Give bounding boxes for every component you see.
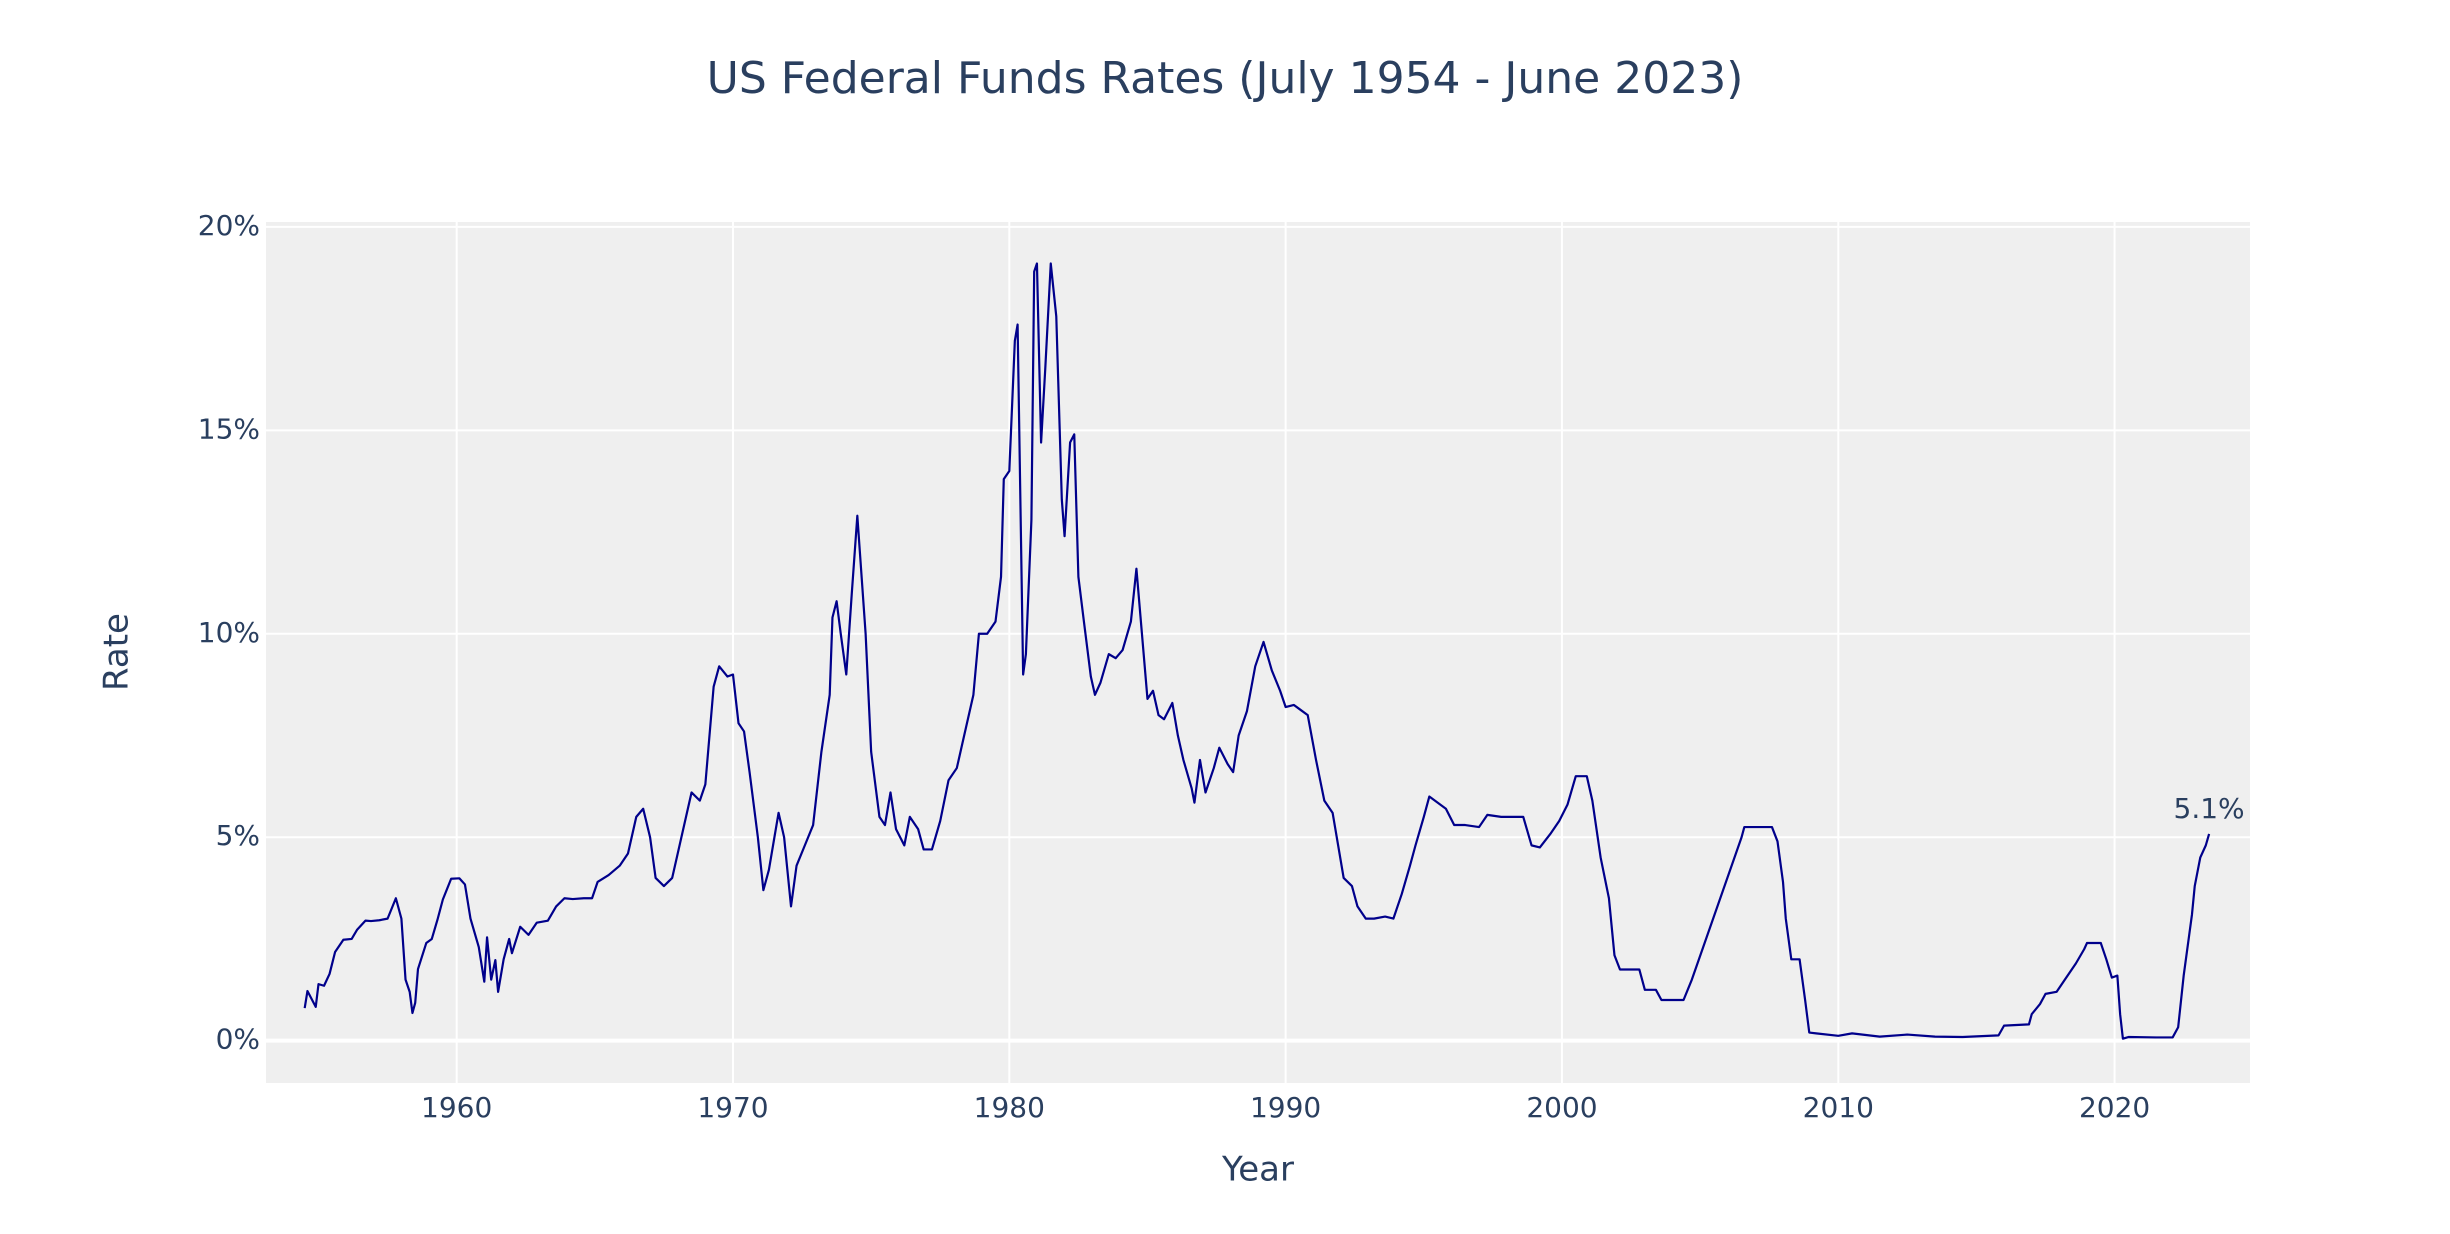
y-tick-label: 15% (198, 412, 260, 445)
annotation: 5.1% (2174, 792, 2245, 825)
x-tick-label: 1980 (974, 1091, 1045, 1124)
y-tick-label: 5% (216, 819, 260, 852)
y-tick-label: 20% (198, 209, 260, 242)
grid (266, 222, 2250, 1083)
x-tick-label: 1960 (421, 1091, 492, 1124)
rate-line (303, 262, 2211, 1040)
y-tick-label: 0% (216, 1023, 260, 1056)
x-tick-label: 2000 (1526, 1091, 1597, 1124)
plot-background (266, 222, 2250, 1083)
x-tick-label: 1970 (697, 1091, 768, 1124)
chart-title: US Federal Funds Rates (July 1954 - June… (707, 53, 1744, 104)
x-tick-label: 2020 (2079, 1091, 2150, 1124)
y-tick-label: 10% (198, 616, 260, 649)
marks (303, 262, 2211, 1040)
x-tick-label: 1990 (1250, 1091, 1321, 1124)
x-tick-label: 2010 (1803, 1091, 1874, 1124)
y-axis-title: Rate (97, 613, 137, 691)
x-axis-title: Year (1221, 1150, 1294, 1190)
